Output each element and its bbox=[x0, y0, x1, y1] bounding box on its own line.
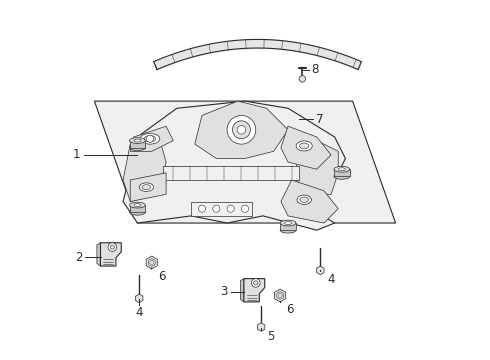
Ellipse shape bbox=[129, 210, 146, 215]
Polygon shape bbox=[281, 126, 331, 169]
Ellipse shape bbox=[129, 202, 146, 208]
Circle shape bbox=[147, 135, 153, 142]
Polygon shape bbox=[95, 101, 395, 223]
Circle shape bbox=[227, 116, 256, 144]
Circle shape bbox=[227, 205, 234, 212]
Circle shape bbox=[251, 279, 260, 287]
Polygon shape bbox=[191, 202, 252, 216]
Ellipse shape bbox=[134, 204, 141, 207]
Polygon shape bbox=[281, 180, 338, 223]
Polygon shape bbox=[130, 126, 173, 151]
Ellipse shape bbox=[134, 139, 141, 142]
Ellipse shape bbox=[280, 220, 296, 226]
Polygon shape bbox=[135, 294, 143, 303]
Text: 1: 1 bbox=[73, 148, 80, 161]
Polygon shape bbox=[240, 279, 244, 302]
Circle shape bbox=[299, 76, 306, 82]
Ellipse shape bbox=[280, 227, 296, 233]
Polygon shape bbox=[130, 173, 166, 202]
Polygon shape bbox=[123, 137, 166, 202]
Circle shape bbox=[148, 259, 155, 266]
Ellipse shape bbox=[144, 135, 156, 142]
Polygon shape bbox=[244, 279, 265, 302]
Polygon shape bbox=[123, 101, 345, 230]
Circle shape bbox=[237, 126, 245, 134]
Circle shape bbox=[242, 205, 248, 212]
Ellipse shape bbox=[129, 138, 146, 143]
Circle shape bbox=[254, 281, 258, 285]
Circle shape bbox=[276, 292, 284, 299]
Ellipse shape bbox=[338, 168, 345, 171]
Polygon shape bbox=[97, 243, 100, 266]
Polygon shape bbox=[274, 289, 286, 302]
Text: 4: 4 bbox=[327, 273, 335, 285]
Polygon shape bbox=[129, 140, 146, 148]
Ellipse shape bbox=[296, 141, 312, 151]
Circle shape bbox=[278, 293, 282, 297]
Text: 4: 4 bbox=[135, 306, 143, 319]
Polygon shape bbox=[100, 243, 122, 266]
Polygon shape bbox=[257, 323, 265, 331]
Circle shape bbox=[150, 260, 154, 265]
Circle shape bbox=[108, 243, 117, 251]
Circle shape bbox=[198, 205, 205, 212]
Ellipse shape bbox=[300, 197, 309, 202]
Polygon shape bbox=[195, 101, 288, 158]
Polygon shape bbox=[146, 256, 157, 269]
Text: 3: 3 bbox=[220, 285, 228, 298]
Circle shape bbox=[232, 121, 250, 139]
Ellipse shape bbox=[334, 166, 350, 172]
Ellipse shape bbox=[297, 195, 311, 204]
Circle shape bbox=[110, 245, 115, 249]
Polygon shape bbox=[317, 266, 324, 275]
Polygon shape bbox=[295, 137, 338, 194]
Ellipse shape bbox=[299, 143, 309, 149]
Text: 5: 5 bbox=[267, 330, 274, 343]
Polygon shape bbox=[280, 223, 296, 230]
Polygon shape bbox=[163, 166, 299, 180]
Polygon shape bbox=[334, 169, 350, 176]
Text: 6: 6 bbox=[286, 303, 294, 316]
Ellipse shape bbox=[285, 222, 292, 225]
Ellipse shape bbox=[334, 174, 350, 179]
Ellipse shape bbox=[139, 183, 153, 192]
Text: 2: 2 bbox=[75, 251, 83, 264]
Polygon shape bbox=[129, 205, 146, 212]
Ellipse shape bbox=[129, 145, 146, 150]
Text: 8: 8 bbox=[312, 63, 319, 76]
Text: 7: 7 bbox=[316, 113, 323, 126]
Circle shape bbox=[213, 205, 220, 212]
Ellipse shape bbox=[140, 134, 160, 144]
Ellipse shape bbox=[142, 185, 151, 190]
Text: 6: 6 bbox=[158, 270, 166, 283]
